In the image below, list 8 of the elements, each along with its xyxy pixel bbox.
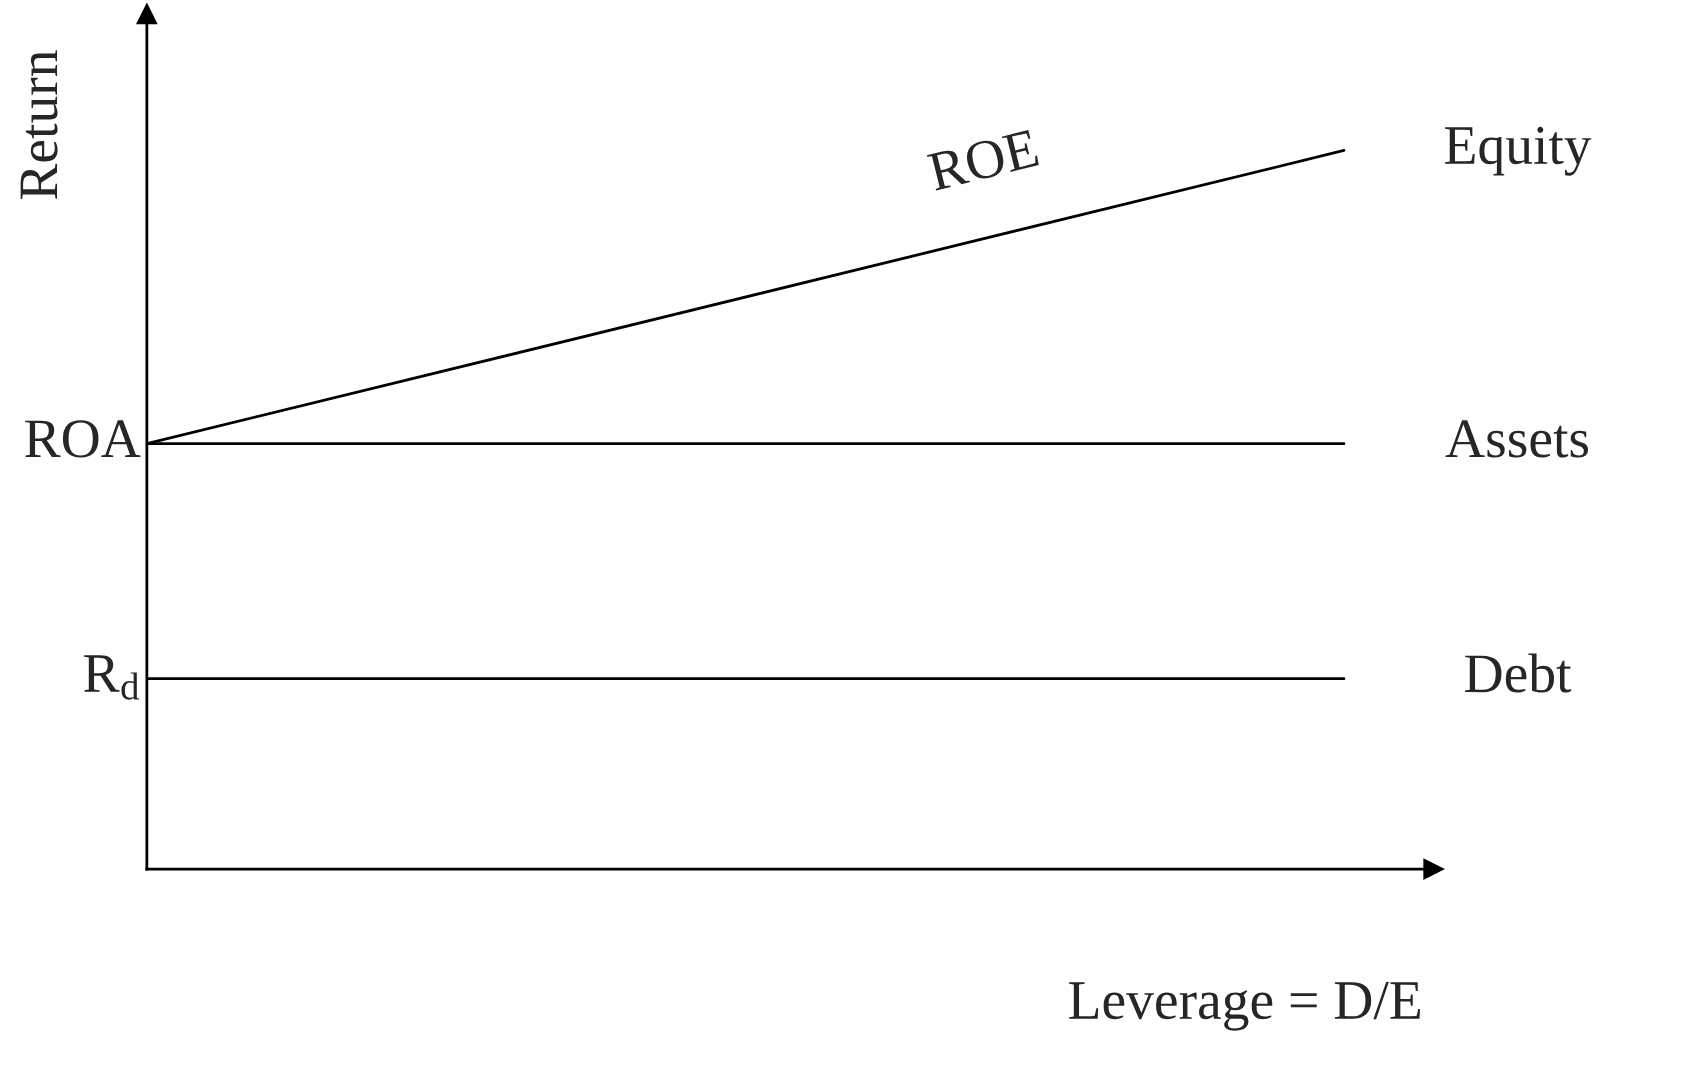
series-label: Assets [1445, 420, 1589, 458]
annotation: R$_{d}$ [84, 655, 140, 700]
text: Debt [1465, 653, 1572, 693]
annotation: ROE [926, 129, 1040, 192]
annotation: ROA [25, 420, 141, 458]
series-label: Equity [1445, 126, 1592, 176]
x-axis-title: Leverage = D/E [1069, 982, 1420, 1031]
y-axis-title: Return [20, 50, 58, 200]
